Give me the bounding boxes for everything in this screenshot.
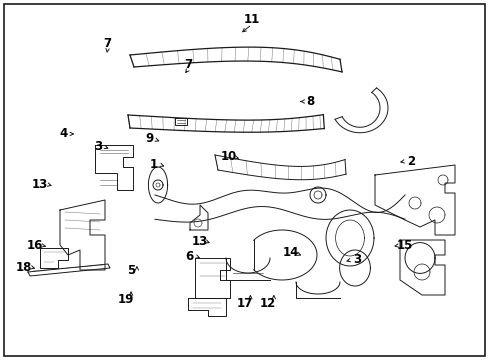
Text: 3: 3 bbox=[94, 140, 102, 153]
Text: 1: 1 bbox=[150, 158, 158, 171]
Text: 6: 6 bbox=[185, 250, 193, 263]
Text: 10: 10 bbox=[220, 150, 237, 163]
Text: 8: 8 bbox=[306, 95, 314, 108]
Text: 4: 4 bbox=[60, 127, 67, 140]
Text: 19: 19 bbox=[118, 293, 134, 306]
Text: 12: 12 bbox=[259, 297, 276, 310]
Text: 7: 7 bbox=[184, 58, 192, 71]
Text: 5: 5 bbox=[127, 264, 135, 277]
Text: 16: 16 bbox=[27, 239, 43, 252]
Text: 15: 15 bbox=[396, 239, 412, 252]
Text: 3: 3 bbox=[352, 253, 360, 266]
Text: 13: 13 bbox=[32, 178, 48, 191]
Text: 13: 13 bbox=[191, 235, 207, 248]
Text: 11: 11 bbox=[243, 13, 260, 26]
Text: 2: 2 bbox=[406, 155, 414, 168]
Text: 7: 7 bbox=[103, 37, 111, 50]
Text: 17: 17 bbox=[236, 297, 252, 310]
Text: 14: 14 bbox=[282, 246, 299, 259]
Text: 18: 18 bbox=[15, 261, 32, 274]
Text: 9: 9 bbox=[145, 132, 153, 145]
